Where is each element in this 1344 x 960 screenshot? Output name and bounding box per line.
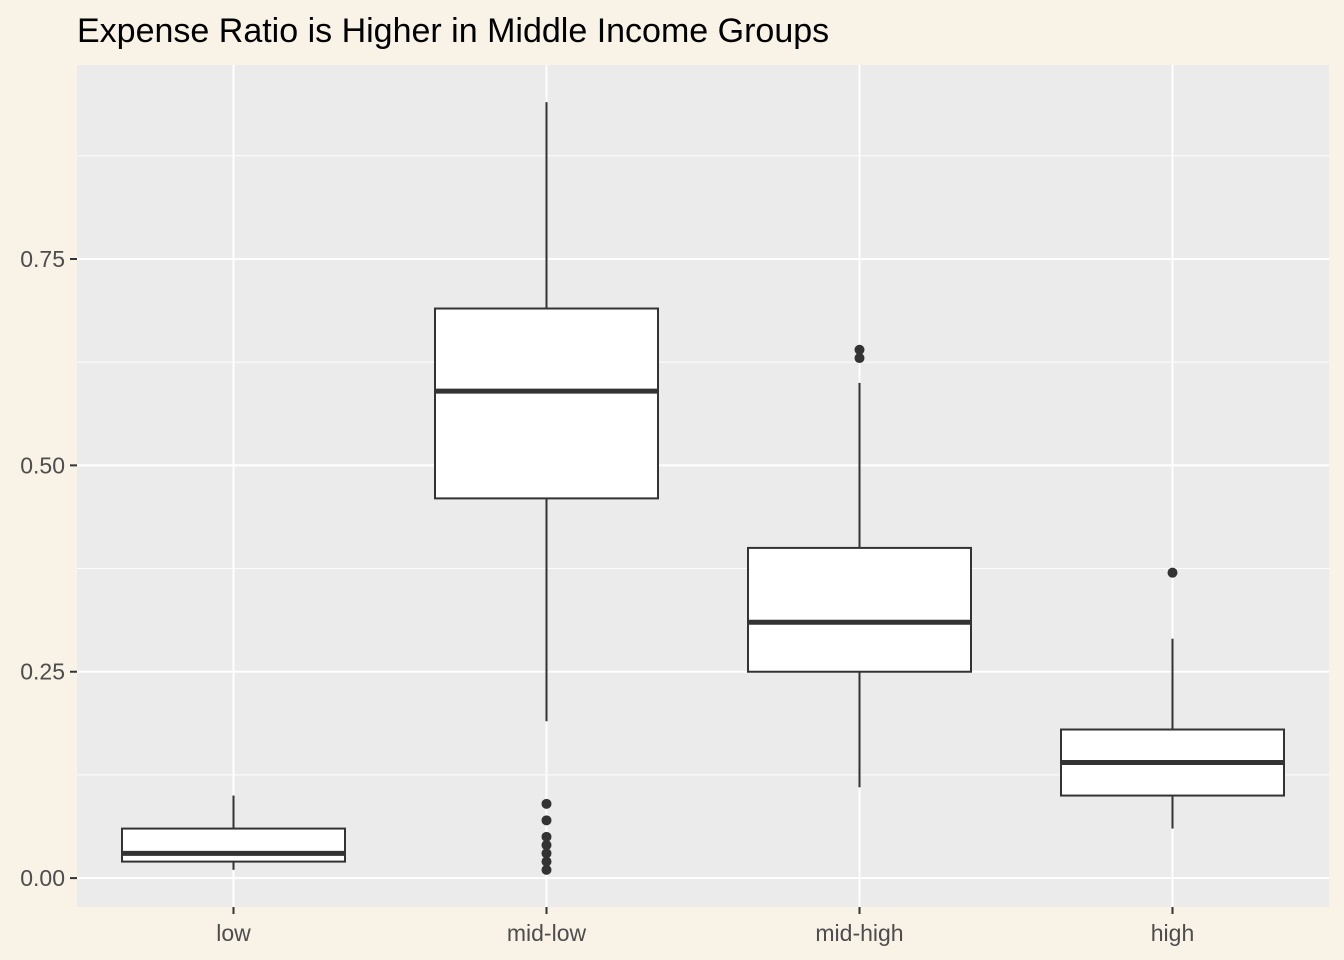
box-mid-low bbox=[434, 102, 659, 875]
chart-title: Expense Ratio is Higher in Middle Income… bbox=[77, 12, 829, 50]
x-tick-label: high bbox=[1151, 920, 1194, 946]
y-tick-label: 0.00 bbox=[20, 865, 65, 891]
outlier-point bbox=[541, 831, 552, 842]
outlier-point bbox=[541, 798, 552, 809]
box-low bbox=[121, 795, 346, 870]
outlier-point bbox=[541, 856, 552, 867]
box-mid-high bbox=[747, 344, 972, 788]
outlier-point bbox=[541, 848, 552, 859]
box-iqr bbox=[434, 307, 659, 500]
box-high bbox=[1060, 567, 1285, 829]
box-iqr bbox=[121, 827, 346, 863]
x-tick-label: low bbox=[216, 920, 251, 946]
outlier-point bbox=[541, 815, 552, 826]
outlier-point bbox=[854, 353, 865, 364]
box-series bbox=[121, 102, 1285, 875]
y-axis: 0.00 0.25 0.50 0.75 bbox=[20, 246, 77, 891]
x-tick-label: mid-low bbox=[507, 920, 587, 946]
outlier-point bbox=[541, 864, 552, 875]
y-tick-label: 0.75 bbox=[20, 246, 65, 272]
x-axis: low mid-low mid-high high bbox=[216, 907, 1194, 946]
x-tick-label: mid-high bbox=[815, 920, 903, 946]
y-tick-label: 0.25 bbox=[20, 659, 65, 685]
outlier-point bbox=[1167, 567, 1178, 578]
outlier-point bbox=[854, 344, 865, 355]
box-iqr bbox=[747, 546, 972, 673]
outlier-point bbox=[541, 840, 552, 851]
y-tick-label: 0.50 bbox=[20, 452, 65, 478]
